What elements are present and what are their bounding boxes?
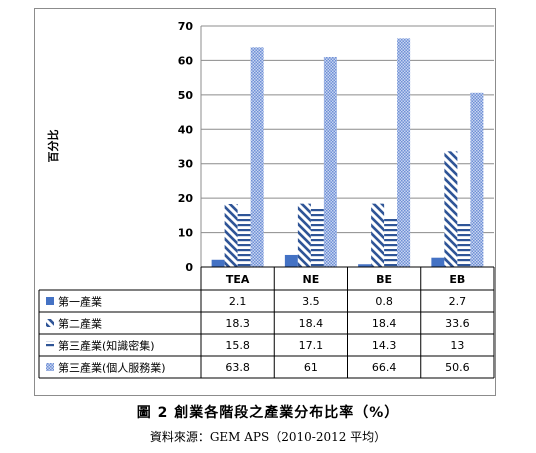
legend-swatch: [46, 363, 54, 371]
bar-NE-1: [284, 254, 298, 267]
data-label: 63.8: [225, 361, 250, 374]
source-caption: 資料來源：GEM APS（2010-2012 平均）: [149, 430, 387, 444]
bar-TEA-3: [237, 212, 251, 267]
y-tick-label: 70: [178, 20, 194, 33]
chart-frame: 百分比 0 10 20 30 40 50 60 70 TEA NE BE EB 第一產業 2.1 3.5 0…: [34, 8, 496, 396]
data-label: 13: [450, 339, 464, 352]
y-tick-label: 30: [178, 158, 194, 171]
legend-label: 第一產業: [58, 295, 102, 309]
data-label: 14.3: [372, 339, 397, 352]
data-label: 61: [304, 361, 318, 374]
y-tick-label: 40: [178, 123, 194, 136]
data-label: 2.1: [229, 295, 247, 308]
bar-TEA-4: [250, 47, 264, 267]
bar-TEA-1: [211, 259, 225, 267]
x-tick-label: TEA: [226, 273, 250, 286]
legend-label: 第三產業(個人服務業): [58, 361, 166, 375]
bar-chart: 百分比 0 10 20 30 40 50 60 70 TEA NE BE EB 第一產業 2.1 3.5 0…: [38, 20, 495, 379]
bar-TEA-2: [224, 203, 238, 267]
y-tick-label: 10: [178, 227, 194, 240]
bar-EB-2: [444, 151, 458, 267]
bar-BE-4: [397, 38, 411, 267]
data-label: 0.8: [375, 295, 393, 308]
legend-swatch: [46, 297, 54, 305]
data-label: 15.8: [225, 339, 250, 352]
data-label: 33.6: [445, 317, 470, 330]
legend-swatch: [46, 319, 54, 327]
bar-EB-4: [470, 92, 484, 267]
data-label: 18.4: [299, 317, 324, 330]
data-label: 3.5: [302, 295, 320, 308]
data-label: 17.1: [299, 339, 324, 352]
y-tick-label: 0: [185, 261, 193, 274]
legend-swatch: [46, 341, 54, 349]
data-label: 18.3: [225, 317, 250, 330]
figure-caption: 圖 2 創業各階段之產業分布比率（%）: [136, 405, 400, 421]
bar-BE-2: [371, 203, 385, 267]
y-tick-label: 60: [178, 54, 194, 67]
bar-BE-1: [358, 264, 372, 267]
y-tick-label: 50: [178, 89, 194, 102]
bar-EB-1: [431, 257, 445, 267]
bar-NE-4: [323, 56, 337, 267]
data-label: 2.7: [449, 295, 467, 308]
bar-NE-3: [310, 208, 324, 267]
bar-EB-3: [457, 222, 471, 267]
data-label: 50.6: [445, 361, 470, 374]
legend-label: 第二產業: [58, 317, 102, 331]
data-label: 18.4: [372, 317, 397, 330]
legend-label: 第三產業(知識密集): [58, 339, 155, 353]
y-tick-label: 20: [178, 192, 194, 205]
bar-NE-2: [297, 203, 311, 267]
bar-BE-3: [384, 217, 398, 267]
y-axis-label: 百分比: [46, 130, 60, 163]
x-tick-label: NE: [303, 273, 320, 286]
data-label: 66.4: [372, 361, 397, 374]
x-tick-label: EB: [449, 273, 465, 286]
x-tick-label: BE: [376, 273, 392, 286]
